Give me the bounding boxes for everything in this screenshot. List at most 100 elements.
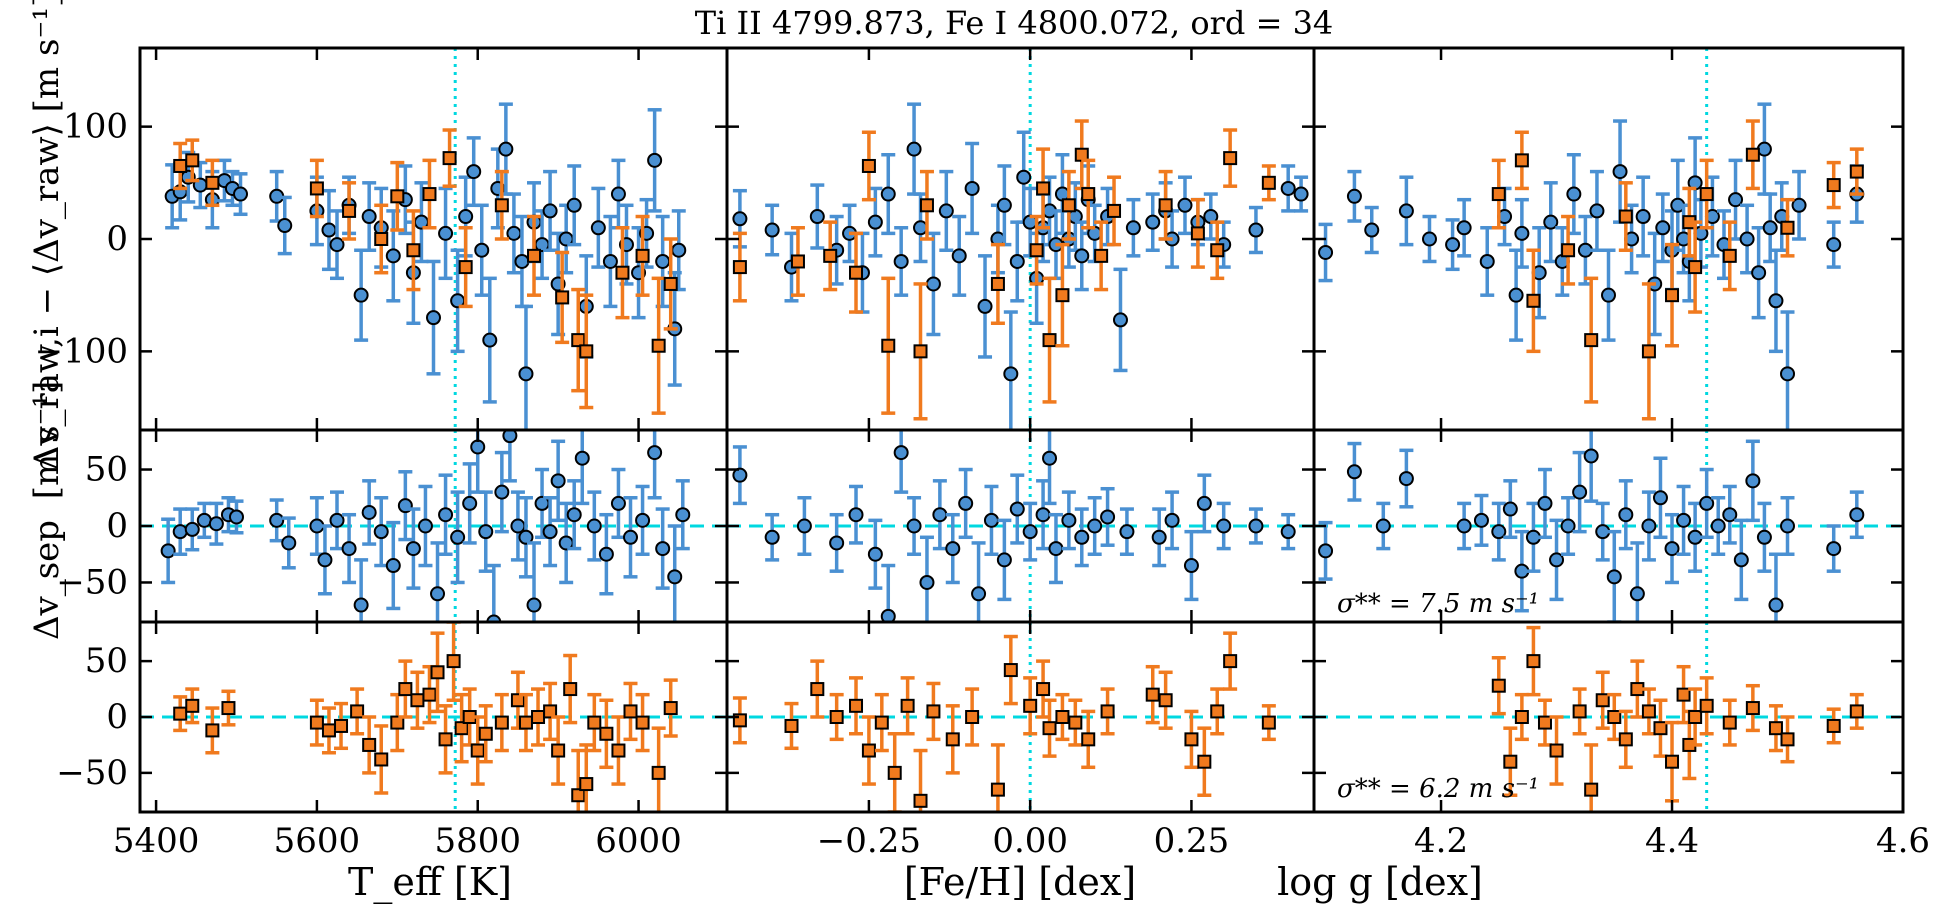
data-point-circle (1398, 448, 1414, 509)
data-point-square (881, 276, 896, 415)
marker-square (1641, 704, 1656, 719)
data-point-square (732, 231, 747, 303)
marker-circle (361, 504, 377, 520)
data-point-circle (1456, 197, 1472, 258)
marker-circle (450, 529, 466, 545)
data-point-circle (971, 541, 987, 622)
marker-circle (1456, 220, 1472, 236)
marker-square (1107, 203, 1122, 218)
marker-circle (1009, 253, 1025, 269)
data-point-circle (1699, 467, 1715, 540)
marker-square (1826, 718, 1841, 733)
marker-circle (1655, 220, 1671, 236)
marker-circle (1183, 558, 1199, 574)
data-point-square (398, 659, 413, 719)
marker-circle (1502, 501, 1518, 517)
marker-square (398, 682, 413, 697)
data-point-circle (809, 183, 825, 250)
data-point-square (623, 681, 638, 742)
data-point-circle (996, 518, 1012, 602)
data-point-square (611, 715, 626, 786)
data-point-circle (397, 470, 413, 542)
data-point-square (1514, 692, 1529, 742)
marker-circle (647, 152, 663, 168)
x-tick-label: 5800 (434, 821, 521, 861)
data-point-circle (518, 496, 534, 579)
data-point-circle (534, 467, 550, 540)
marker-circle (361, 209, 377, 225)
marker-square (342, 203, 357, 218)
marker-square (990, 782, 1005, 797)
data-point-square (390, 692, 405, 753)
marker-square (623, 704, 638, 719)
data-point-circle (848, 484, 864, 545)
marker-square (1223, 151, 1238, 166)
marker-circle (623, 529, 639, 545)
data-point-square (784, 701, 799, 751)
data-point-square (362, 715, 377, 775)
marker-square (321, 723, 336, 738)
marker-circle (1612, 164, 1628, 180)
data-point-square (926, 681, 941, 742)
data-point-circle (867, 518, 883, 590)
marker-circle (1364, 222, 1380, 238)
panel-frame (1312, 46, 1905, 432)
data-point-square (887, 732, 902, 812)
marker-square (1699, 187, 1714, 202)
marker-circle (1589, 203, 1605, 219)
marker-square (205, 723, 220, 738)
data-point-circle (317, 524, 333, 596)
marker-circle (1699, 495, 1715, 511)
marker-circle (1473, 512, 1489, 528)
marker-circle (1780, 518, 1796, 534)
data-point-circle (1087, 496, 1103, 556)
data-point-circle (1421, 214, 1437, 264)
data-point-circle (610, 158, 626, 230)
marker-circle (566, 507, 582, 523)
marker-circle (405, 541, 421, 557)
data-point-square (1503, 726, 1518, 797)
data-point-circle (1676, 484, 1692, 556)
marker-circle (373, 524, 389, 540)
data-point-circle (1125, 197, 1141, 258)
marker-square (205, 175, 220, 190)
data-point-square (1261, 164, 1276, 202)
marker-circle (1009, 501, 1025, 517)
marker-circle (1635, 209, 1651, 225)
marker-square (422, 687, 437, 702)
marker-square (829, 710, 844, 724)
marker-square (390, 189, 405, 204)
marker-circle (1601, 287, 1616, 303)
marker-circle (906, 518, 922, 534)
sigma-label-mid: σ** = 7.5 m s⁻¹ (1337, 589, 1539, 619)
data-point-circle (1826, 524, 1842, 573)
marker-square (1197, 754, 1212, 769)
data-point-square (1699, 676, 1714, 736)
data-point-circle (1035, 479, 1051, 551)
marker-square (1158, 198, 1173, 213)
marker-circle (486, 614, 502, 622)
marker-circle (196, 512, 212, 528)
data-point-circle (610, 467, 626, 540)
data-point-circle (1280, 164, 1296, 213)
marker-circle (602, 253, 618, 269)
marker-circle (1826, 541, 1842, 557)
marker-square (587, 715, 602, 730)
marker-circle (172, 524, 188, 540)
data-point-square (861, 715, 876, 786)
data-point-square (410, 670, 425, 730)
marker-circle (502, 430, 518, 444)
data-point-circle (964, 141, 980, 236)
marker-square (1210, 704, 1225, 719)
marker-square (1261, 175, 1276, 190)
data-point-circle (598, 512, 614, 596)
data-point-circle (880, 563, 896, 622)
data-point-square (309, 158, 324, 219)
marker-circle (1728, 192, 1744, 208)
data-point-circle (329, 490, 345, 551)
data-point-square (615, 226, 630, 320)
data-point-circle (1473, 493, 1489, 547)
data-point-circle (438, 473, 454, 556)
data-point-circle (450, 490, 466, 585)
